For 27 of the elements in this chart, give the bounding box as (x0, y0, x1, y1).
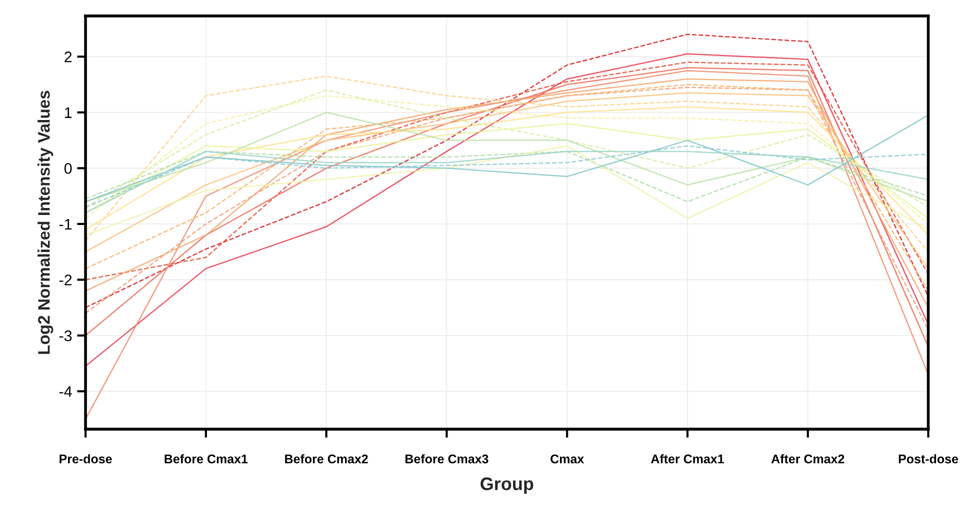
x-tick-label: Before Cmax2 (285, 454, 368, 464)
line-series (86, 34, 928, 308)
y-tick-label: -3 (59, 330, 72, 342)
x-tick-label: Post-dose (898, 454, 958, 464)
y-tick-label: -2 (59, 274, 72, 286)
y-tick-label: -1 (59, 218, 72, 230)
line-series (86, 150, 928, 214)
x-tick-label: Before Cmax3 (406, 454, 488, 464)
x-tick-label: Cmax (550, 454, 584, 464)
line-series (86, 76, 928, 252)
x-axis-title: Group (480, 477, 534, 494)
line-series (86, 106, 928, 236)
y-axis-title: Log2 Normalized Intensity Values (38, 90, 54, 354)
y-tick-label: 2 (64, 52, 72, 62)
x-tick-label: Before Cmax1 (164, 454, 248, 464)
line-series (86, 145, 928, 208)
line-series (86, 145, 928, 236)
y-tick-label: 0 (64, 163, 72, 174)
y-tick-label: -4 (59, 386, 72, 397)
line-series (86, 89, 928, 208)
x-tick-label: After Cmax1 (650, 454, 724, 464)
line-series (86, 70, 928, 420)
line-series (86, 150, 928, 202)
line-series (86, 95, 928, 225)
x-tick-label: Pre-dose (60, 454, 112, 464)
x-tick-label: After Cmax2 (771, 454, 844, 464)
y-tick-label: 1 (65, 107, 72, 118)
